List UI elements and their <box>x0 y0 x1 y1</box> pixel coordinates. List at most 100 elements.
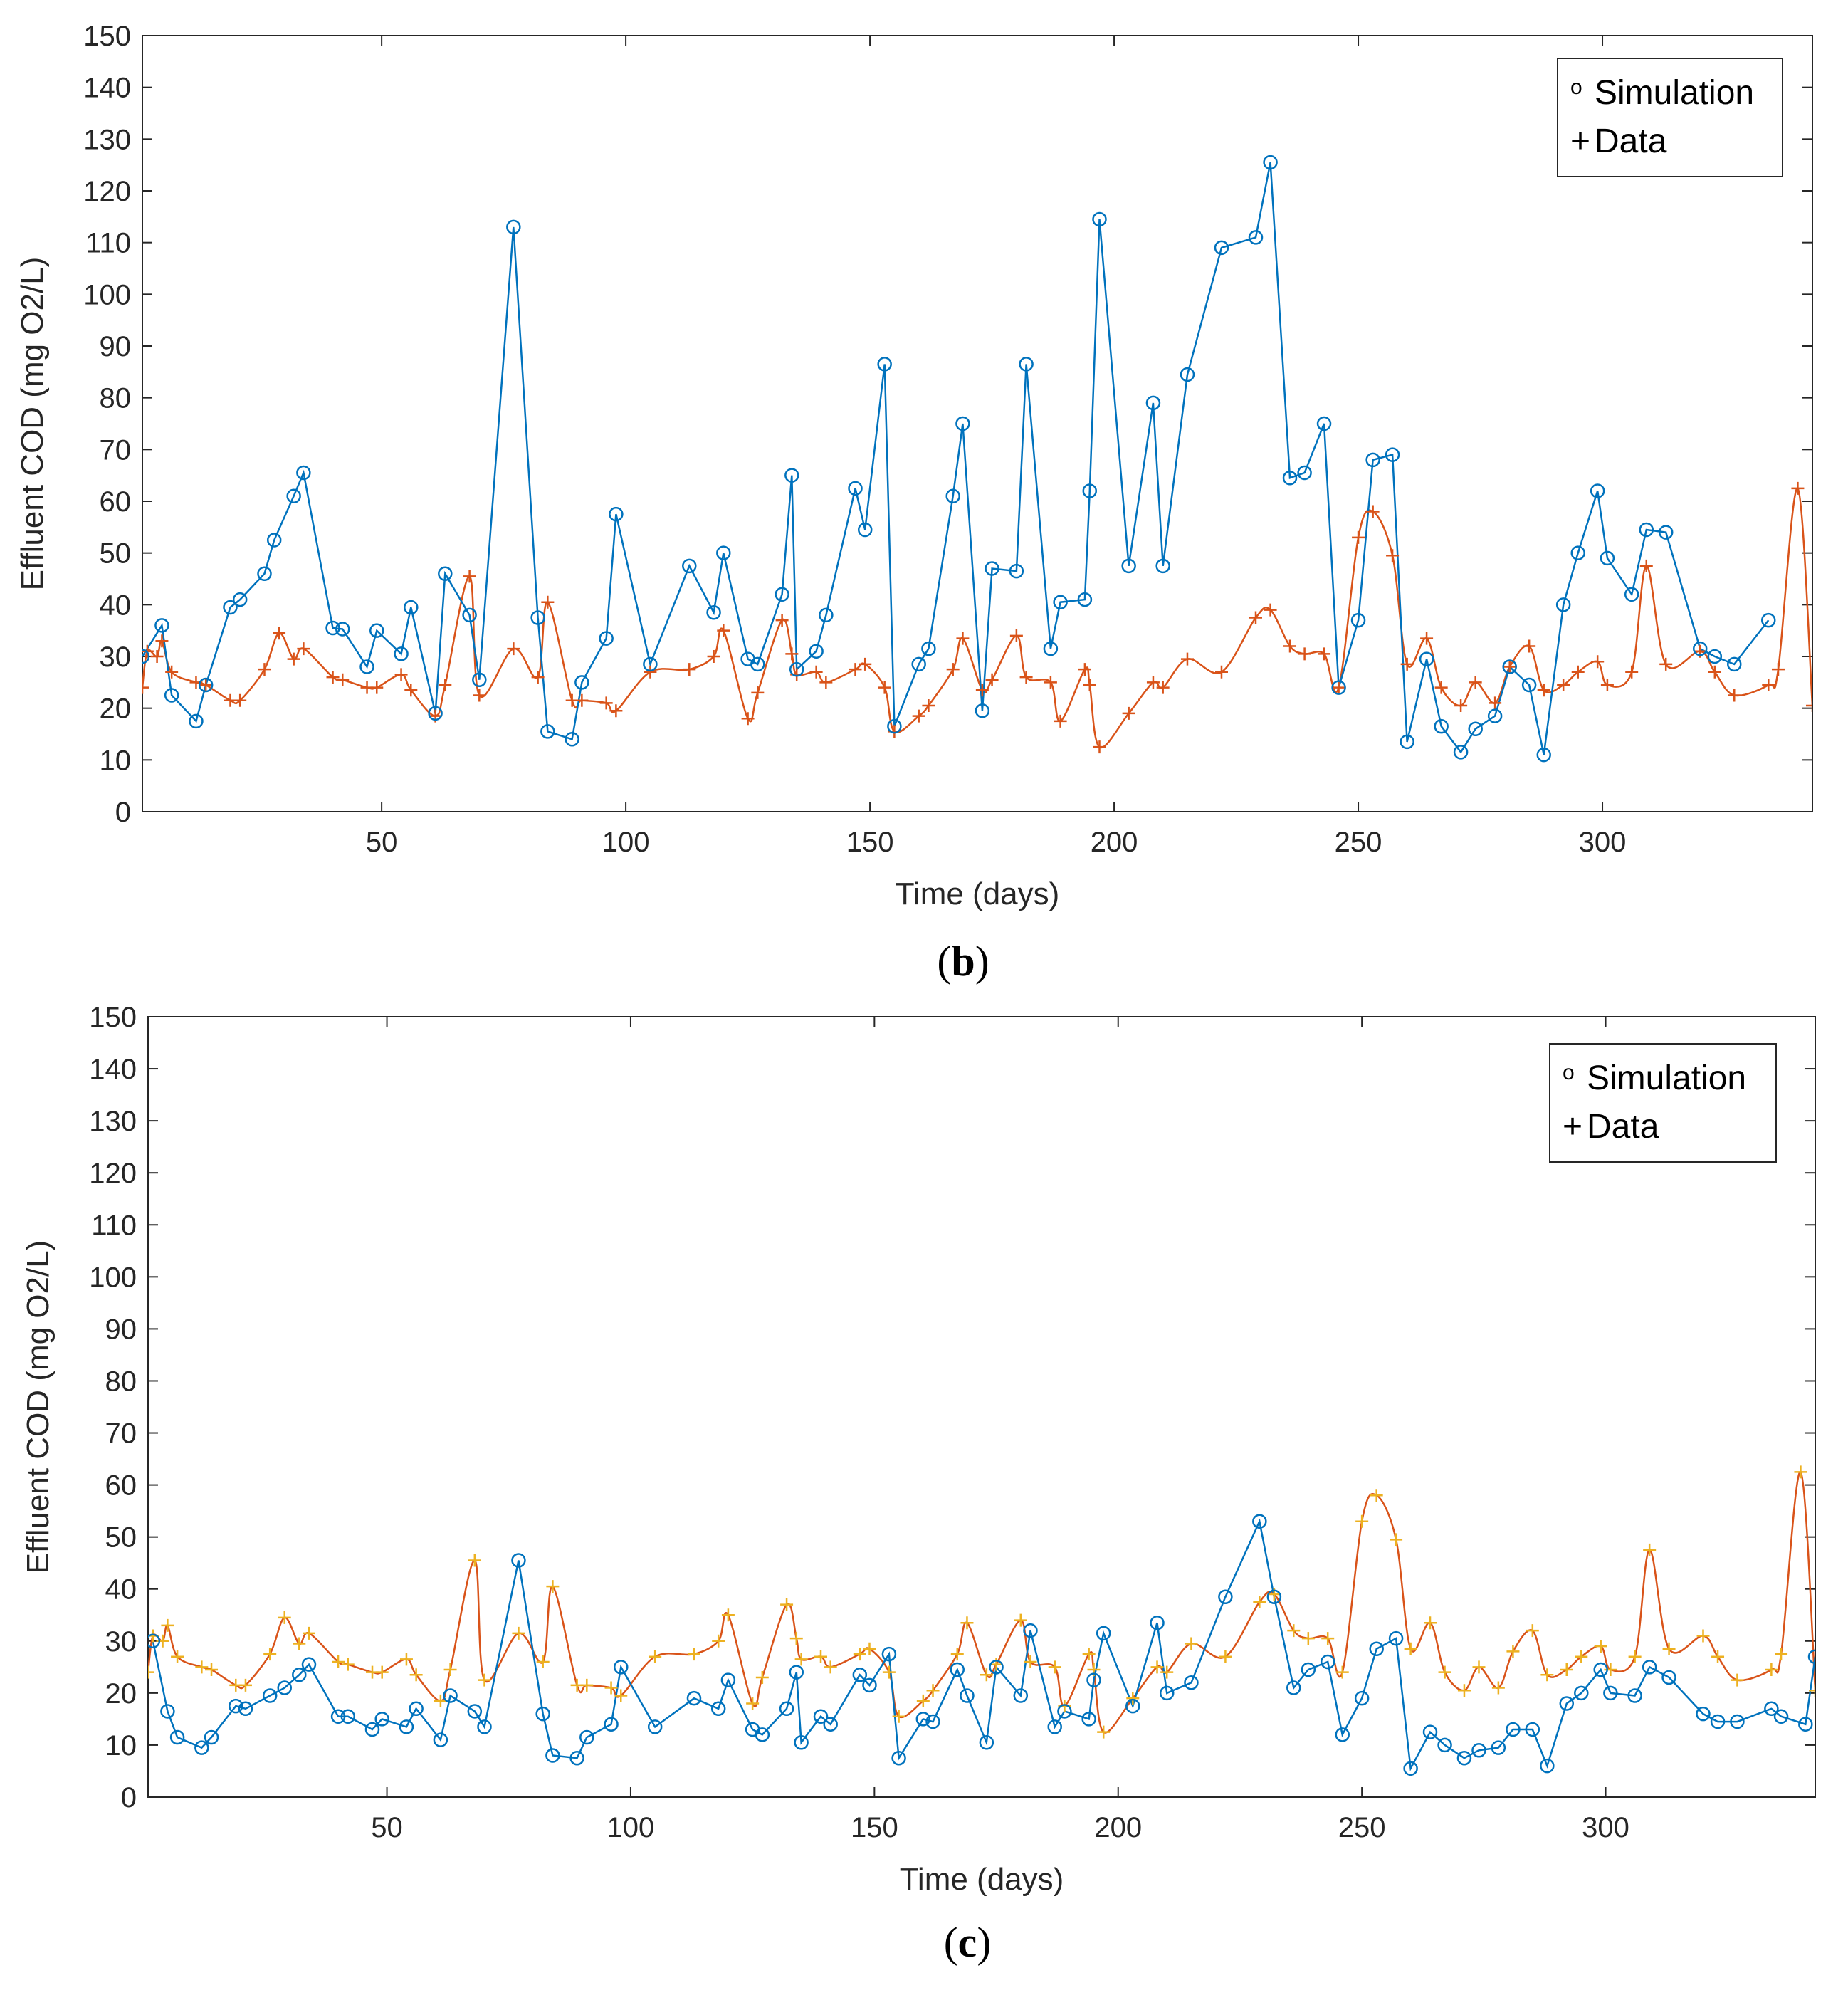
simulation-point <box>1369 1641 1384 1657</box>
simulation-point <box>706 604 721 620</box>
simulation-point <box>1354 1690 1370 1706</box>
data-point <box>1390 1533 1403 1546</box>
simulation-point <box>262 1688 278 1703</box>
y-tick-label: 140 <box>89 1054 137 1085</box>
data-point <box>443 1663 457 1676</box>
simulation-point <box>779 1701 794 1717</box>
simulation-point <box>1506 1722 1521 1737</box>
simulation-point <box>1471 1742 1486 1758</box>
simulation-point <box>1180 367 1195 382</box>
data-point <box>1249 611 1262 624</box>
data-point <box>609 704 623 718</box>
simulation-point <box>1047 1719 1062 1734</box>
simulation-point <box>710 1701 726 1717</box>
legend-entry: o Simulation <box>1570 74 1754 112</box>
legend: o Simulation+ Data <box>1549 1043 1777 1163</box>
y-axis-title: Effluent COD (mg O2/L) <box>15 257 50 591</box>
data-point <box>161 1618 174 1632</box>
simulation-point <box>1437 1737 1452 1753</box>
data-point <box>926 1684 940 1697</box>
data-point <box>809 665 823 679</box>
data-point <box>1093 740 1106 754</box>
simulation-point <box>154 618 169 633</box>
simulation-point <box>1730 1714 1745 1729</box>
data-point <box>463 570 476 583</box>
simulation-point <box>599 631 614 646</box>
x-tick-label: 150 <box>846 827 894 858</box>
data-point <box>1457 1684 1471 1697</box>
data-point <box>326 671 340 684</box>
data-point <box>1264 603 1277 617</box>
data-point <box>1335 1665 1349 1679</box>
data-point <box>1806 699 1812 713</box>
data-point <box>849 663 862 676</box>
data-point <box>336 673 350 686</box>
simulation-point <box>950 1662 965 1677</box>
simulation-point <box>979 1735 994 1750</box>
data-point <box>399 1653 413 1666</box>
legend: o Simulation+ Data <box>1557 58 1783 177</box>
data-point <box>156 1634 169 1648</box>
simulation-point <box>1593 1662 1608 1677</box>
data-point <box>614 1689 628 1702</box>
simulation-point <box>1350 612 1366 628</box>
data-point <box>1287 1624 1301 1638</box>
data-point <box>751 686 765 699</box>
y-tick-label: 100 <box>83 279 131 310</box>
simulation-point <box>794 1735 809 1750</box>
data-point <box>258 663 271 676</box>
y-tick-label: 120 <box>89 1158 137 1189</box>
simulation-point <box>330 1709 346 1724</box>
simulation-point <box>1590 483 1605 498</box>
simulation-point <box>1013 1688 1029 1703</box>
y-tick-label: 110 <box>91 1210 137 1241</box>
simulation-point <box>257 566 272 581</box>
data-point <box>287 652 300 666</box>
simulation-point <box>1082 483 1098 498</box>
data-point <box>644 665 657 679</box>
data-point <box>1575 1650 1588 1663</box>
simulation-point <box>1422 1724 1438 1739</box>
data-point <box>1731 1673 1744 1687</box>
simulation-point <box>1419 651 1434 666</box>
simulation-point <box>374 1712 389 1727</box>
data-point <box>1591 655 1605 669</box>
data-point <box>512 1626 525 1640</box>
simulation-point <box>1214 240 1229 256</box>
simulation-point <box>1096 1626 1111 1641</box>
simulation-point <box>511 1553 526 1568</box>
data-point <box>1424 1616 1437 1630</box>
data-point <box>1370 1489 1383 1502</box>
data-point <box>478 1673 491 1687</box>
data-point <box>1318 647 1331 661</box>
data-point <box>956 632 970 645</box>
data-point <box>1662 1642 1676 1655</box>
data-point <box>375 1665 389 1679</box>
data-point <box>683 663 696 676</box>
simulation-point <box>477 1719 492 1734</box>
simulation-point <box>433 1732 448 1747</box>
data-point <box>1600 678 1614 691</box>
simulation-point <box>1707 649 1723 664</box>
simulation-point <box>789 1665 804 1680</box>
data-point <box>1625 665 1639 679</box>
y-axis-title: Effluent COD (mg O2/L) <box>21 1240 56 1574</box>
simulation-point <box>1286 1680 1301 1695</box>
simulation-point <box>789 661 804 677</box>
simulation-point <box>462 607 477 623</box>
simulation-point <box>409 1701 424 1717</box>
simulation-point <box>545 1748 560 1763</box>
data-point <box>687 1648 700 1661</box>
simulation-point <box>1726 656 1742 672</box>
simulation-point <box>960 1688 975 1703</box>
simulation-point <box>189 713 204 729</box>
data-point <box>1122 706 1135 720</box>
legend-box <box>1549 1043 1777 1163</box>
y-tick-label: 130 <box>89 1106 137 1137</box>
simulation-point <box>1658 525 1674 540</box>
simulation-point <box>921 641 936 656</box>
data-point <box>1696 1629 1710 1643</box>
simulation-point <box>1297 465 1312 481</box>
data-point <box>717 624 730 637</box>
